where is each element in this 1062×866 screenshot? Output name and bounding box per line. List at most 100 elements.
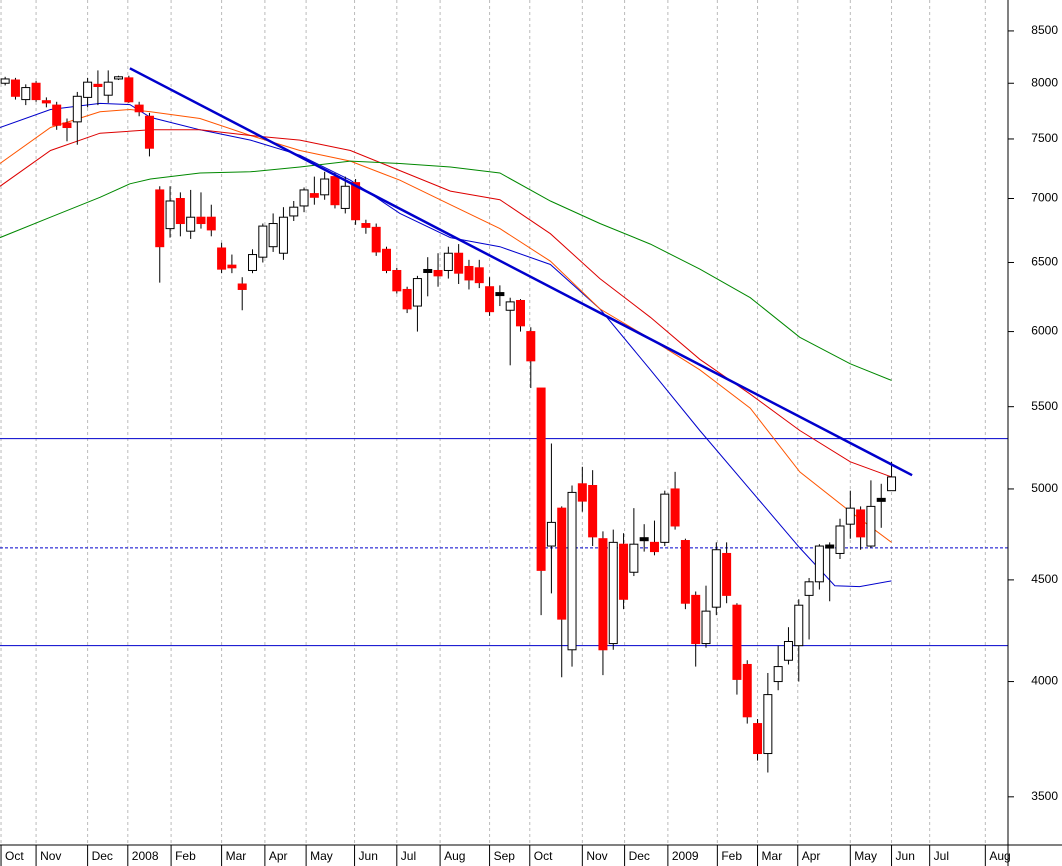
candle-body bbox=[351, 182, 361, 221]
x-tick-label: Jul bbox=[401, 849, 416, 863]
candle-body bbox=[21, 87, 31, 101]
candle-body bbox=[464, 265, 474, 281]
candle-body bbox=[52, 104, 62, 126]
candle-body bbox=[670, 488, 680, 527]
candle-body bbox=[649, 541, 659, 553]
y-tick-label: 4000 bbox=[1031, 674, 1058, 688]
candle-body bbox=[402, 288, 412, 310]
candle-body bbox=[887, 476, 897, 492]
x-tick-label: Dec bbox=[629, 849, 650, 863]
candle-body bbox=[526, 331, 536, 362]
x-tick-label: Oct bbox=[5, 849, 24, 863]
candle-body bbox=[474, 267, 484, 284]
candle-body bbox=[588, 485, 598, 538]
candle-body bbox=[773, 666, 783, 683]
candle-body bbox=[196, 216, 206, 225]
x-tick-label: Feb bbox=[175, 849, 196, 863]
candle-body bbox=[289, 206, 299, 217]
x-tick-label: Dec bbox=[92, 849, 113, 863]
candle-body bbox=[619, 543, 629, 600]
x-tick-label: Mar bbox=[762, 849, 783, 863]
candle-body bbox=[722, 552, 732, 596]
candle-body bbox=[186, 216, 196, 232]
x-tick-label: May bbox=[310, 849, 333, 863]
candle-body bbox=[10, 79, 20, 97]
candle-body bbox=[783, 641, 793, 661]
candle-body bbox=[680, 540, 690, 604]
candle-body bbox=[732, 604, 742, 680]
candle-body bbox=[598, 538, 608, 651]
candle-body bbox=[309, 193, 319, 198]
x-tick-label: Apr bbox=[269, 849, 288, 863]
candle-body bbox=[206, 216, 216, 231]
x-tick-label: Jun bbox=[359, 849, 378, 863]
candle-body bbox=[536, 387, 546, 571]
moving-average bbox=[0, 108, 892, 543]
candle-body bbox=[31, 82, 41, 101]
candle-body bbox=[155, 189, 165, 248]
candle-body bbox=[495, 292, 505, 297]
candle-body bbox=[62, 122, 72, 129]
candle-body bbox=[114, 76, 124, 80]
x-tick-label: Apr bbox=[802, 849, 821, 863]
candle-body bbox=[557, 507, 567, 620]
candle-body bbox=[485, 286, 495, 313]
candle-body bbox=[701, 610, 711, 645]
y-tick-label: 8500 bbox=[1031, 23, 1058, 37]
candle-body bbox=[814, 545, 824, 583]
x-tick-label: Feb bbox=[721, 849, 742, 863]
candle-body bbox=[392, 269, 402, 292]
candle-body bbox=[454, 252, 464, 274]
candle-body bbox=[577, 483, 587, 502]
y-tick-label: 5500 bbox=[1031, 399, 1058, 413]
candle-body bbox=[371, 226, 381, 253]
candle-body bbox=[639, 537, 649, 542]
y-tick-label: 4500 bbox=[1031, 572, 1058, 586]
candle-body bbox=[83, 81, 93, 98]
candle-body bbox=[320, 178, 330, 196]
x-tick-label: Jul bbox=[934, 849, 949, 863]
candle-body bbox=[278, 216, 288, 254]
candle-body bbox=[268, 223, 278, 248]
x-tick-label: May bbox=[854, 849, 877, 863]
candle-body bbox=[515, 299, 525, 327]
candle-body bbox=[412, 278, 422, 307]
candle-body bbox=[856, 509, 866, 538]
candle-body bbox=[248, 254, 258, 271]
candle-body bbox=[299, 189, 309, 207]
candle-body bbox=[753, 723, 763, 755]
y-tick-label: 3500 bbox=[1031, 789, 1058, 803]
candle-body bbox=[41, 100, 51, 104]
candle-body bbox=[742, 663, 752, 718]
candle-body bbox=[423, 268, 433, 273]
x-tick-label: 2009 bbox=[672, 849, 699, 863]
candle-body bbox=[361, 223, 371, 228]
candle-body bbox=[505, 301, 515, 311]
candle-body bbox=[237, 283, 247, 290]
candle-body bbox=[835, 525, 845, 554]
x-tick-label: Sep bbox=[494, 849, 516, 863]
candle-body bbox=[124, 77, 134, 103]
moving-average bbox=[0, 160, 892, 381]
candle-body bbox=[433, 269, 443, 277]
y-tick-label: 7000 bbox=[1031, 191, 1058, 205]
candle-body bbox=[711, 549, 721, 608]
y-tick-label: 6500 bbox=[1031, 255, 1058, 269]
candle-body bbox=[330, 176, 340, 206]
x-tick-label: Nov bbox=[586, 849, 607, 863]
candle-body bbox=[217, 247, 227, 270]
candle-body bbox=[443, 252, 453, 271]
x-tick-label: Mar bbox=[226, 849, 247, 863]
candle-body bbox=[691, 594, 701, 645]
candle-body bbox=[0, 78, 10, 84]
candle-body bbox=[567, 491, 577, 651]
candle-body bbox=[608, 541, 618, 645]
candle-body bbox=[93, 83, 103, 87]
trendline bbox=[129, 67, 913, 477]
candle-body bbox=[866, 505, 876, 547]
candle-body bbox=[876, 497, 886, 502]
candle-body bbox=[175, 198, 185, 225]
plot-background bbox=[0, 0, 1008, 845]
candle-body bbox=[134, 104, 144, 113]
